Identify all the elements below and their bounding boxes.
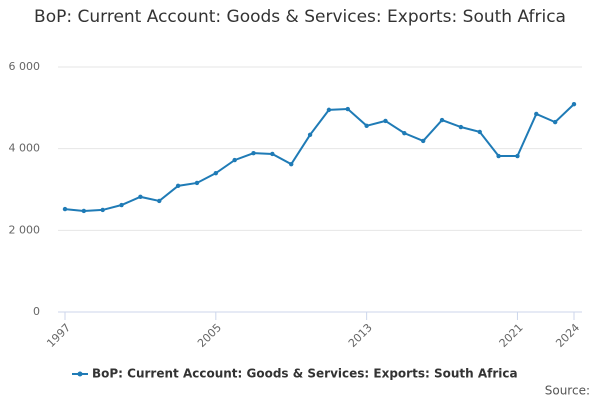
data-point [289,161,294,167]
data-point [175,183,181,189]
data-point [157,198,162,204]
data-point [496,153,501,159]
data-point [326,107,332,113]
data-point [213,170,219,176]
data-point [477,129,482,135]
data-point [119,202,124,208]
x-tick-label: 2013 [346,321,375,350]
data-point [420,138,426,144]
y-tick-label: 4 000 [9,142,41,155]
data-point [515,153,520,159]
legend-marker [77,371,83,377]
source: Source: [545,384,590,398]
data-point [402,130,407,136]
data-point [534,111,539,117]
x-tick-label: 2024 [553,321,582,350]
data-point [307,132,313,137]
chart-title: BoP: Current Account: Goods & Services: … [34,7,566,27]
data-point [194,180,200,186]
y-tick-label: 0 [33,305,40,318]
data-point [439,117,445,123]
data-point [571,101,577,107]
data-point [458,124,464,130]
data-line [64,103,575,212]
y-tick-label: 2 000 [9,223,41,236]
data-point [270,151,275,157]
data-point [81,208,87,214]
y-tick-label: 6 000 [9,60,41,73]
x-tick-label: 2021 [497,321,526,350]
data-point [62,206,68,212]
data-point [345,106,350,112]
data-point [251,150,256,156]
data-point [552,119,558,125]
data-point [100,207,105,213]
legend-label: BoP: Current Account: Goods & Services: … [92,367,518,381]
x-tick-label: 1997 [44,321,73,350]
data-point [138,194,143,200]
data-point [232,157,237,163]
x-tick-label: 2005 [195,321,224,350]
data-point [364,123,369,128]
data-point [383,118,388,124]
